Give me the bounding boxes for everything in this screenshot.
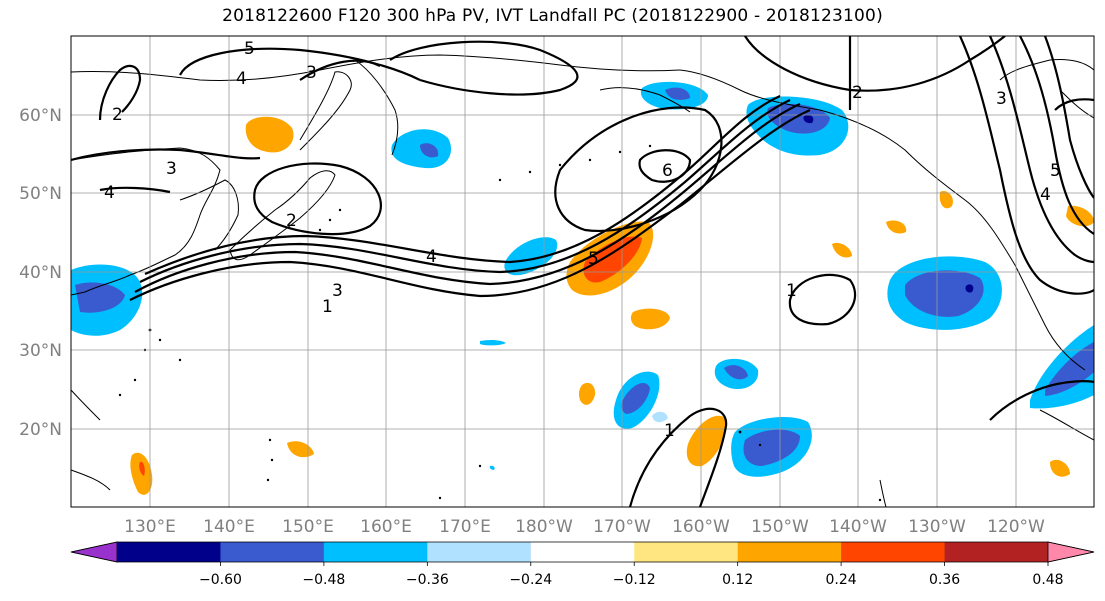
colorbar-segment bbox=[634, 542, 739, 562]
contour-label: 3 bbox=[306, 63, 317, 83]
contour-label: 5 bbox=[244, 39, 255, 59]
colorbar-segment bbox=[427, 542, 532, 562]
colorbar-segment bbox=[944, 542, 1049, 562]
contour-label: 1 bbox=[322, 297, 333, 317]
contour-label: 2 bbox=[112, 105, 123, 125]
colorbar-extend-low bbox=[70, 541, 118, 563]
colorbar-segment bbox=[841, 542, 946, 562]
contour-labels: 5 4 3 2 3 4 2 4 3 1 5 6 1 1 2 3 5 4 bbox=[104, 39, 1061, 441]
colorbar-segment bbox=[737, 542, 842, 562]
contour-label: 5 bbox=[1050, 161, 1061, 181]
lon-label: 170°W bbox=[593, 517, 651, 537]
lon-label: 180°W bbox=[515, 517, 573, 537]
colorbar-segment bbox=[530, 542, 635, 562]
contour-label: 4 bbox=[426, 247, 437, 267]
contour-label: 1 bbox=[786, 281, 797, 301]
lat-label: 50°N bbox=[19, 184, 62, 204]
colorbar-tick-label: −0.60 bbox=[199, 572, 242, 588]
contour-label: 5 bbox=[588, 249, 599, 269]
colorbar-tick-label: 0.48 bbox=[1032, 572, 1063, 588]
lon-label: 130°E bbox=[124, 517, 176, 537]
contour-label: 3 bbox=[996, 89, 1007, 109]
islands bbox=[118, 144, 882, 502]
colorbar-segment bbox=[323, 542, 428, 562]
map-title: 2018122600 F120 300 hPa PV, IVT Landfall… bbox=[222, 6, 883, 26]
lat-labels: 60°N 50°N 40°N 30°N 20°N bbox=[19, 106, 62, 440]
colorbar-tick-label: 0.36 bbox=[929, 572, 960, 588]
contour-label: 2 bbox=[852, 83, 863, 103]
colorbar-extend-high bbox=[1047, 541, 1095, 563]
colorbar-tick-label: −0.36 bbox=[406, 572, 449, 588]
contour-label: 3 bbox=[166, 159, 177, 179]
colorbar-tick-label: 0.24 bbox=[826, 572, 857, 588]
lon-label: 120°W bbox=[987, 517, 1045, 537]
lon-label: 140°W bbox=[829, 517, 887, 537]
colorbar-tick-label: −0.48 bbox=[302, 572, 345, 588]
colorbar-outline bbox=[70, 541, 1095, 563]
colorbar: −0.60 −0.48 −0.36 −0.24 −0.12 0.12 0.24 0.36 0.4… bbox=[70, 541, 1095, 588]
contour-label: 6 bbox=[662, 161, 673, 181]
lat-label: 30°N bbox=[19, 341, 62, 361]
lon-label: 160°E bbox=[360, 517, 412, 537]
colorbar-tick-label: −0.12 bbox=[613, 572, 656, 588]
lat-label: 60°N bbox=[19, 106, 62, 126]
colorbar-segment bbox=[220, 542, 325, 562]
contour-label: 4 bbox=[104, 183, 115, 203]
lon-label: 150°W bbox=[751, 517, 809, 537]
contour-label: 4 bbox=[236, 69, 247, 89]
colorbar-tick-label: 0.12 bbox=[722, 572, 753, 588]
lat-label: 40°N bbox=[19, 263, 62, 283]
contour-label: 1 bbox=[664, 421, 675, 441]
lon-label: 150°E bbox=[282, 517, 334, 537]
contour-label: 2 bbox=[286, 211, 297, 231]
lat-label: 20°N bbox=[19, 420, 62, 440]
lon-labels: 130°E 140°E 150°E 160°E 170°E 180°W 170°… bbox=[124, 517, 1045, 537]
colorbar-segment bbox=[117, 542, 221, 562]
contour-label: 3 bbox=[332, 281, 343, 301]
coastlines bbox=[71, 54, 1094, 507]
lon-label: 130°W bbox=[908, 517, 966, 537]
pv-contours bbox=[71, 36, 1094, 507]
lon-label: 170°E bbox=[439, 517, 491, 537]
lon-label: 140°E bbox=[203, 517, 255, 537]
map-frame bbox=[70, 35, 1095, 508]
contour-label: 4 bbox=[1040, 185, 1051, 205]
lon-label: 160°W bbox=[672, 517, 730, 537]
colorbar-tick-label: −0.24 bbox=[509, 572, 552, 588]
